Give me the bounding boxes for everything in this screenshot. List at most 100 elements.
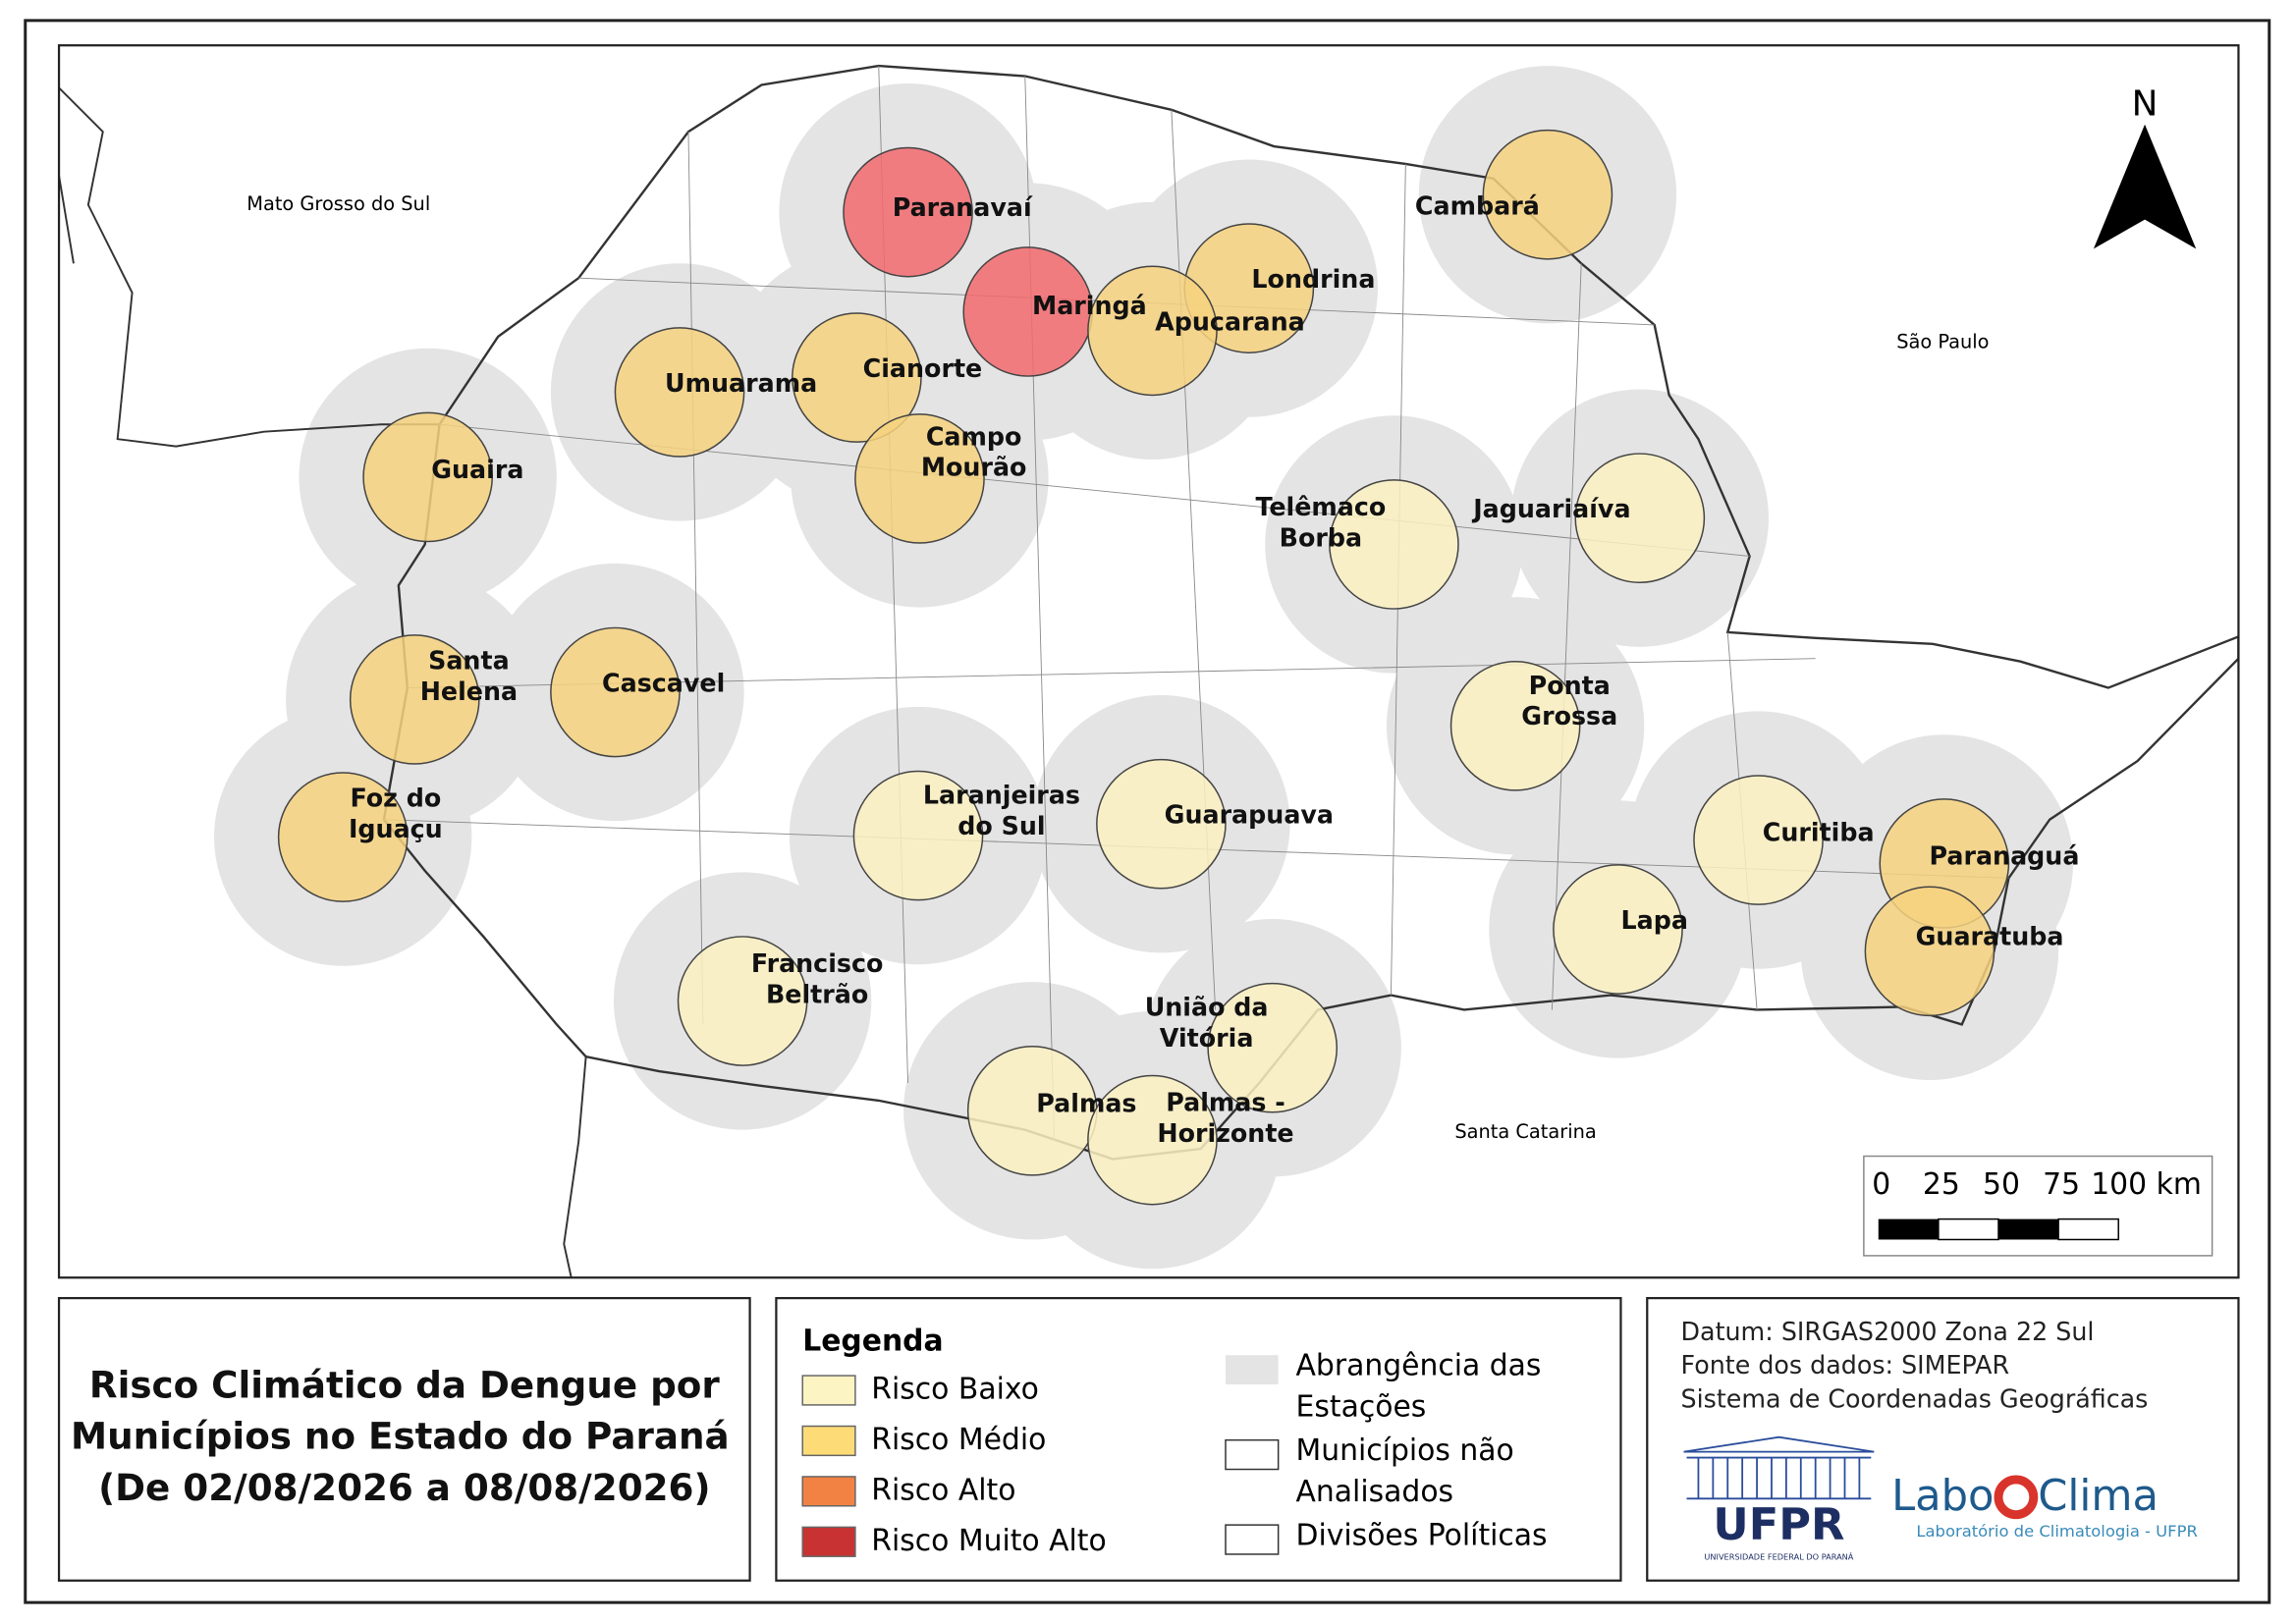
scale-label: 50 [1983,1167,2020,1202]
legend-swatch [1225,1524,1280,1555]
neighbor-label: Mato Grosso do Sul [246,192,430,215]
scale-label: 100 km [2091,1167,2202,1202]
ufpr-logo [1683,1435,1875,1500]
station-label: Cianorte [863,353,983,383]
station-label: Ponta [1529,671,1611,700]
legend-label: Abrangência das [1296,1349,1542,1383]
info-line: Fonte dos dados: SIMEPAR [1681,1350,2010,1380]
labo-icon [1994,1475,2039,1520]
map-frame [57,44,2240,1279]
station-label: Borba [1280,522,1362,552]
station-label: Palmas - [1166,1088,1285,1117]
station-label: Guaratuba [1916,921,2064,950]
station-circle [1329,479,1459,610]
legend-swatch [801,1476,856,1507]
station-label: Laranjeiras [923,781,1080,810]
neighbor-label: Santa Catarina [1454,1120,1596,1143]
station-circle [1482,129,1613,260]
legend-swatch [1225,1355,1279,1385]
scale-label: 25 [1923,1167,1960,1202]
title-line: (De 02/08/2026 a 08/08/2026) [98,1466,710,1509]
title-box [57,1296,751,1582]
labo-name: Clima [2038,1472,2159,1521]
station-label: Maringá [1032,291,1147,320]
station-label: Horizonte [1157,1118,1293,1148]
station-circle [1087,265,1218,397]
legend-swatch [801,1526,856,1557]
labo-name: Labo [1891,1472,1994,1521]
station-label: Lapa [1620,905,1687,935]
station-circle [362,411,493,543]
legend-label: Risco Médio [871,1423,1046,1457]
station-label: Paranaguá [1929,840,2079,870]
station-label: Beltrão [766,979,868,1008]
station-label: do Sul [957,811,1045,840]
north-label: N [2132,83,2159,124]
legend-title: Legenda [802,1324,943,1358]
title-line: Risco Climático da Dengue por [89,1364,720,1407]
station-circle [614,327,745,458]
station-label: Cascavel [602,669,725,698]
station-label: Apucarana [1155,306,1305,336]
station-label: Umuarama [665,368,817,398]
station-label: Francisco [751,948,883,978]
scale-label: 0 [1872,1167,1890,1202]
station-label: União da [1145,993,1269,1022]
scale-bar [1878,1217,2119,1241]
station-circle [1449,660,1581,791]
legend-label: Risco Muito Alto [871,1524,1106,1558]
info-line: Datum: SIRGAS2000 Zona 22 Sul [1681,1317,2095,1346]
legend-label: Risco Alto [871,1473,1015,1507]
station-label: Foz do [350,784,441,813]
scale-label: 75 [2043,1167,2080,1202]
station-label: Guarapuava [1165,800,1334,830]
info-line: Sistema de Coordenadas Geográficas [1681,1383,2149,1413]
station-circle [550,626,681,758]
station-label: Iguaçu [349,814,443,843]
neighbor-label: São Paulo [1896,330,1989,352]
station-label: Helena [420,676,518,706]
station-circle [1693,775,1824,905]
state-borders [59,86,2239,1278]
title-line: Municípios no Estado do Paraná [71,1415,730,1458]
station-circle [1553,864,1683,995]
north-arrow [2093,124,2197,249]
station-circle [1087,1074,1218,1206]
labo-subtitle: Laboratório de Climatologia - UFPR [1916,1522,2197,1541]
station-label: Guaira [431,455,523,484]
station-circle [843,146,973,278]
station-circle [854,413,985,544]
station-label: Jaguariaíva [1471,494,1630,523]
ufpr-name: UFPR [1713,1498,1844,1550]
legend-swatch [1225,1438,1280,1471]
station-label: Campo [926,421,1022,451]
station-label: Cambará [1415,191,1540,221]
info-box [1646,1296,2240,1582]
ufpr-subtitle: UNIVERSIDADE FEDERAL DO PARANÁ [1704,1550,1853,1561]
station-circle [1096,758,1227,890]
legend-label: Divisões Políticas [1296,1519,1548,1553]
legend-label: Analisados [1296,1475,1454,1509]
station-circle [277,772,409,902]
station-label: Palmas [1036,1088,1136,1117]
station-label: Vitória [1160,1023,1254,1053]
station-circle [1207,982,1339,1113]
legend-swatch [801,1375,856,1406]
station-label: Paranavaí [893,192,1033,222]
station-label: Grossa [1521,701,1617,730]
legend-label: Estações [1296,1389,1427,1424]
legend-label: Risco Baixo [871,1373,1039,1407]
station-label: Mourão [921,453,1027,482]
station-circle [852,770,984,901]
legend-box [775,1296,1622,1582]
station-label: Curitiba [1763,818,1875,847]
station-circle [677,936,808,1066]
station-circle [792,312,922,443]
station-label: Santa [428,645,510,675]
legend-swatch [801,1425,856,1457]
station-circle [1574,453,1706,583]
station-label: Telêmaco [1255,492,1386,521]
station-circle [1864,886,1995,1017]
station-circle [349,634,480,765]
